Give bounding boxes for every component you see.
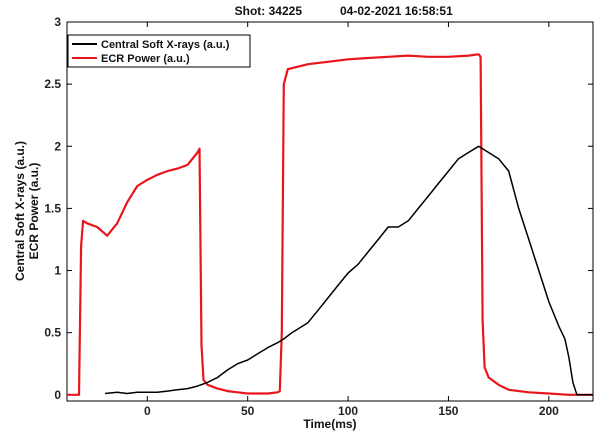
x-tick-label: 200	[539, 404, 559, 418]
x-tick-label: 100	[338, 404, 358, 418]
legend-label-ecr-power: ECR Power (a.u.)	[101, 53, 190, 65]
chart-title-shot: Shot: 34225	[235, 4, 303, 18]
y-tick-label: 3	[54, 15, 61, 29]
y-tick-label: 2	[54, 139, 61, 153]
x-tick-label: 50	[241, 404, 255, 418]
series-line-ecr-power	[67, 53, 593, 396]
x-axis-label: Time(ms)	[303, 417, 356, 431]
y-tick-label: 0	[54, 388, 61, 402]
y-tick-label: 2.5	[44, 77, 61, 91]
x-tick-label: 0	[144, 404, 151, 418]
y-axis-label-line-1: Central Soft X-rays (a.u.)	[13, 141, 27, 281]
legend: Central Soft X-rays (a.u.) ECR Power (a.…	[67, 34, 251, 68]
y-axis-label-line-2: ECR Power (a.u.)	[27, 163, 41, 260]
x-tick-label: 150	[438, 404, 458, 418]
plot-area	[66, 21, 594, 402]
y-tick-label: 1.5	[44, 201, 61, 215]
x-axis-ticks: 0 50 100 150 200	[144, 22, 559, 418]
legend-label-soft-xrays: Central Soft X-rays (a.u.)	[101, 39, 230, 51]
chart-title-timestamp: 04-02-2021 16:58:51	[340, 4, 453, 18]
y-axis-ticks: 0 0.5 1 1.5 2 2.5 3	[44, 15, 593, 402]
series-line-soft-xrays	[105, 145, 593, 396]
y-tick-label: 1	[54, 264, 61, 278]
series-layer	[67, 53, 593, 396]
y-tick-label: 0.5	[44, 326, 61, 340]
legend-box	[67, 34, 251, 68]
